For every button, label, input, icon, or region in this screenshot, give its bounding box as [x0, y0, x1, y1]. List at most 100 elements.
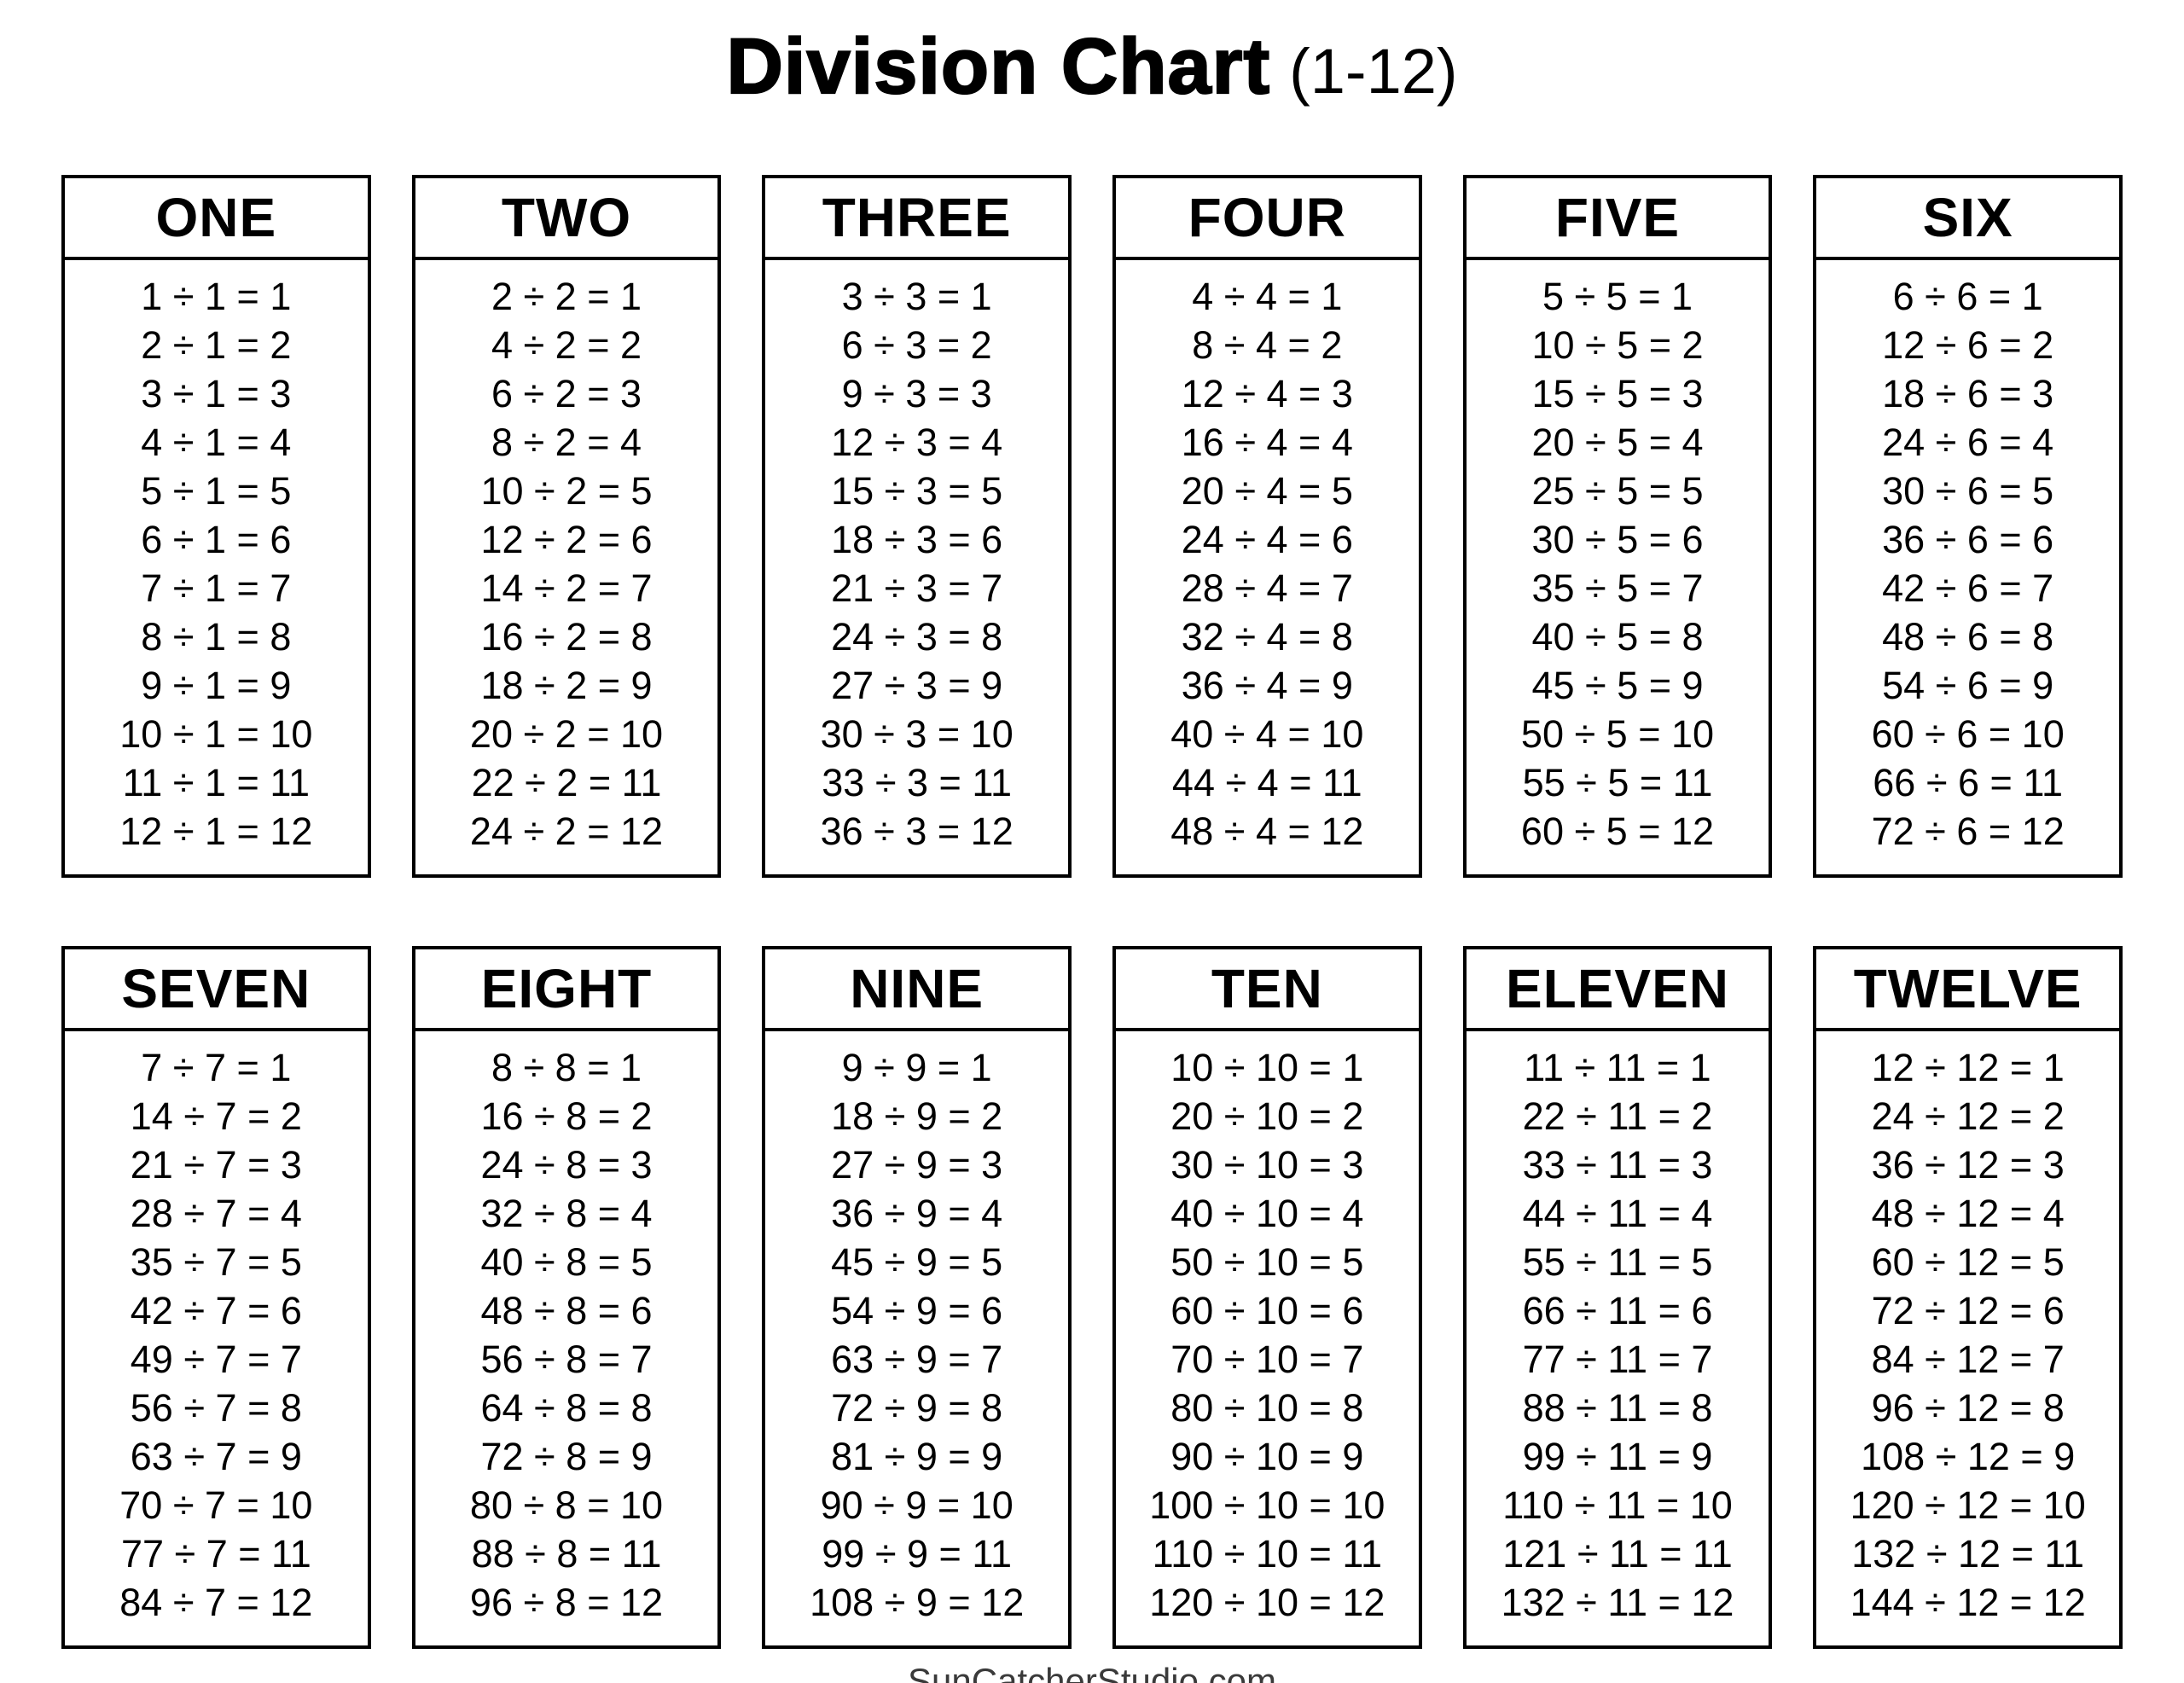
- equation: 60 ÷ 12 = 5: [1871, 1240, 2065, 1284]
- equation: 72 ÷ 9 = 8: [831, 1386, 1003, 1430]
- equation: 96 ÷ 12 = 8: [1871, 1386, 2065, 1430]
- equation: 10 ÷ 2 = 5: [480, 469, 653, 513]
- equation: 60 ÷ 10 = 6: [1170, 1289, 1364, 1332]
- equation: 25 ÷ 5 = 5: [1531, 469, 1704, 513]
- equation: 9 ÷ 9 = 1: [841, 1046, 992, 1089]
- table-header: FOUR: [1115, 178, 1419, 260]
- equation: 16 ÷ 4 = 4: [1181, 421, 1353, 464]
- equation: 36 ÷ 12 = 3: [1871, 1143, 2065, 1187]
- equation: 24 ÷ 3 = 8: [831, 615, 1003, 659]
- table-header-label: TWELVE: [1853, 958, 2082, 1019]
- division-table-three: THREE 3 ÷ 3 = 1 6 ÷ 3 = 2 9 ÷ 3 = 3 12 ÷ 3 …: [762, 175, 1072, 878]
- division-table-six: SIX 6 ÷ 6 = 1 12 ÷ 6 = 2 18 ÷ 6 = 3 24 ÷ 6 …: [1813, 175, 2123, 878]
- equation: 40 ÷ 5 = 8: [1531, 615, 1704, 659]
- equation: 10 ÷ 5 = 2: [1531, 323, 1704, 367]
- table-body: 4 ÷ 4 = 1 8 ÷ 4 = 2 12 ÷ 4 = 3 16 ÷ 4 = 4 20…: [1116, 260, 1419, 874]
- equation: 56 ÷ 8 = 7: [480, 1338, 653, 1381]
- equation: 12 ÷ 3 = 4: [831, 421, 1003, 464]
- equation: 16 ÷ 8 = 2: [480, 1094, 653, 1138]
- equation: 100 ÷ 10 = 10: [1149, 1483, 1385, 1527]
- table-body: 1 ÷ 1 = 1 2 ÷ 1 = 2 3 ÷ 1 = 3 4 ÷ 1 = 4 5 ÷ …: [65, 260, 368, 874]
- equation: 77 ÷ 7 = 11: [120, 1532, 311, 1576]
- equation: 3 ÷ 3 = 1: [841, 275, 992, 318]
- equation: 20 ÷ 2 = 10: [469, 712, 664, 756]
- equation: 18 ÷ 3 = 6: [831, 518, 1003, 561]
- table-body: 10 ÷ 10 = 1 20 ÷ 10 = 2 30 ÷ 10 = 3 40 ÷ 10…: [1116, 1031, 1419, 1645]
- equation: 40 ÷ 8 = 5: [480, 1240, 653, 1284]
- table-body: 5 ÷ 5 = 1 10 ÷ 5 = 2 15 ÷ 5 = 3 20 ÷ 5 = 4 2…: [1467, 260, 1769, 874]
- page-title-range: (1-12): [1289, 36, 1458, 107]
- equation: 54 ÷ 6 = 9: [1882, 664, 2054, 707]
- table-header-label: EIGHT: [480, 958, 653, 1019]
- division-table-four: FOUR 4 ÷ 4 = 1 8 ÷ 4 = 2 12 ÷ 4 = 3 16 ÷ 4 …: [1112, 175, 1422, 878]
- equation: 1 ÷ 1 = 1: [141, 275, 292, 318]
- equation: 21 ÷ 3 = 7: [831, 566, 1003, 610]
- division-table-twelve: TWELVE 12 ÷ 12 = 1 24 ÷ 12 = 2 36 ÷ 12 = 3…: [1813, 946, 2123, 1649]
- page-title: Division Chart: [725, 22, 1271, 111]
- equation: 8 ÷ 8 = 1: [491, 1046, 642, 1089]
- equation: 4 ÷ 1 = 4: [141, 421, 292, 464]
- equation: 70 ÷ 7 = 10: [119, 1483, 313, 1527]
- equation: 18 ÷ 2 = 9: [480, 664, 653, 707]
- equation: 9 ÷ 3 = 3: [841, 372, 992, 415]
- equation: 15 ÷ 3 = 5: [831, 469, 1003, 513]
- equation: 35 ÷ 5 = 7: [1531, 566, 1704, 610]
- table-body: 9 ÷ 9 = 1 18 ÷ 9 = 2 27 ÷ 9 = 3 36 ÷ 9 = 4 4…: [765, 1031, 1068, 1645]
- table-body: 6 ÷ 6 = 1 12 ÷ 6 = 2 18 ÷ 6 = 3 24 ÷ 6 = 4 3…: [1816, 260, 2119, 874]
- equation: 14 ÷ 2 = 7: [480, 566, 653, 610]
- equation: 84 ÷ 12 = 7: [1871, 1338, 2065, 1381]
- equation: 24 ÷ 12 = 2: [1871, 1094, 2065, 1138]
- equation: 42 ÷ 6 = 7: [1882, 566, 2054, 610]
- table-header: FIVE: [1466, 178, 1769, 260]
- equation: 3 ÷ 1 = 3: [141, 372, 292, 415]
- equation: 30 ÷ 6 = 5: [1882, 469, 2054, 513]
- equation: 99 ÷ 11 = 9: [1522, 1435, 1713, 1478]
- equation: 132 ÷ 12 = 11: [1851, 1532, 2085, 1576]
- equation: 21 ÷ 7 = 3: [130, 1143, 302, 1187]
- equation: 22 ÷ 11 = 2: [1522, 1094, 1713, 1138]
- table-header: EIGHT: [415, 949, 718, 1031]
- table-body: 12 ÷ 12 = 1 24 ÷ 12 = 2 36 ÷ 12 = 3 48 ÷ 12…: [1816, 1031, 2119, 1645]
- equation: 6 ÷ 2 = 3: [491, 372, 642, 415]
- equation: 66 ÷ 6 = 11: [1873, 761, 2064, 804]
- equation: 27 ÷ 3 = 9: [831, 664, 1003, 707]
- equation: 48 ÷ 12 = 4: [1871, 1192, 2065, 1235]
- equation: 2 ÷ 2 = 1: [491, 275, 642, 318]
- equation: 44 ÷ 4 = 11: [1171, 761, 1362, 804]
- equation: 45 ÷ 9 = 5: [831, 1240, 1003, 1284]
- equation: 64 ÷ 8 = 8: [480, 1386, 653, 1430]
- equation: 144 ÷ 12 = 12: [1850, 1581, 2086, 1624]
- equation: 35 ÷ 7 = 5: [130, 1240, 302, 1284]
- equation: 12 ÷ 1 = 12: [119, 810, 313, 853]
- equation: 12 ÷ 12 = 1: [1871, 1046, 2065, 1089]
- equation: 60 ÷ 5 = 12: [1520, 810, 1715, 853]
- equation: 2 ÷ 1 = 2: [141, 323, 292, 367]
- equation: 30 ÷ 5 = 6: [1531, 518, 1704, 561]
- division-table-seven: SEVEN 7 ÷ 7 = 1 14 ÷ 7 = 2 21 ÷ 7 = 3 28 ÷ …: [61, 946, 371, 1649]
- equation: 50 ÷ 10 = 5: [1170, 1240, 1364, 1284]
- equation: 6 ÷ 3 = 2: [841, 323, 992, 367]
- equation: 18 ÷ 9 = 2: [831, 1094, 1003, 1138]
- equation: 32 ÷ 8 = 4: [480, 1192, 653, 1235]
- table-header: NINE: [765, 949, 1068, 1031]
- table-header-label: FIVE: [1554, 187, 1681, 248]
- equation: 12 ÷ 6 = 2: [1882, 323, 2054, 367]
- equation: 90 ÷ 9 = 10: [820, 1483, 1014, 1527]
- equation: 27 ÷ 9 = 3: [831, 1143, 1003, 1187]
- equation: 24 ÷ 6 = 4: [1882, 421, 2054, 464]
- division-table-one: ONE 1 ÷ 1 = 1 2 ÷ 1 = 2 3 ÷ 1 = 3 4 ÷ 1 = 4…: [61, 175, 371, 878]
- division-table-nine: NINE 9 ÷ 9 = 1 18 ÷ 9 = 2 27 ÷ 9 = 3 36 ÷ 9…: [762, 946, 1072, 1649]
- equation: 120 ÷ 12 = 10: [1850, 1483, 2086, 1527]
- division-table-ten: TEN 10 ÷ 10 = 1 20 ÷ 10 = 2 30 ÷ 10 = 3 40 …: [1112, 946, 1422, 1649]
- equation: 7 ÷ 1 = 7: [141, 566, 292, 610]
- equation: 11 ÷ 11 = 1: [1524, 1046, 1711, 1089]
- equation: 63 ÷ 7 = 9: [130, 1435, 302, 1478]
- equation: 33 ÷ 3 = 11: [822, 761, 1013, 804]
- division-table-two: TWO 2 ÷ 2 = 1 4 ÷ 2 = 2 6 ÷ 2 = 3 8 ÷ 2 = 4…: [411, 175, 722, 878]
- equation: 4 ÷ 2 = 2: [491, 323, 642, 367]
- division-tables-grid: ONE 1 ÷ 1 = 1 2 ÷ 1 = 2 3 ÷ 1 = 3 4 ÷ 1 = 4…: [61, 175, 2123, 1649]
- equation: 28 ÷ 4 = 7: [1181, 566, 1353, 610]
- equation: 9 ÷ 1 = 9: [141, 664, 292, 707]
- equation: 110 ÷ 11 = 10: [1502, 1483, 1733, 1527]
- equation: 10 ÷ 1 = 10: [119, 712, 313, 756]
